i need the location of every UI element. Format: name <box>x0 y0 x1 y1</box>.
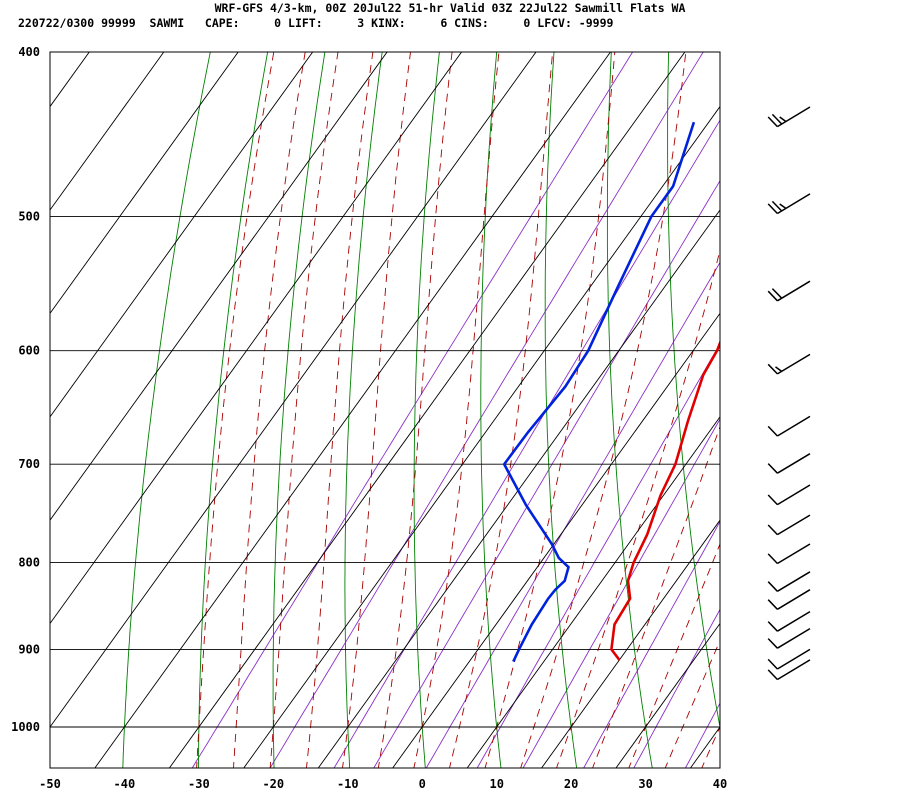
isotherm-line <box>50 52 90 108</box>
isotherm-line <box>50 52 165 211</box>
dry-adiabat-line <box>839 14 900 770</box>
isotherm-line <box>50 52 537 728</box>
temperature-tick-label: 40 <box>713 777 727 791</box>
moist-adiabat-line <box>196 52 275 768</box>
isotherm-line <box>689 726 720 768</box>
background-grid <box>0 14 900 770</box>
wind-barb <box>767 514 811 536</box>
temperature-tick-label: -20 <box>262 777 284 791</box>
dry-adiabat-line <box>606 52 653 768</box>
axes: 400 500 600 700 800 900 1000 -50 -40 -30 -20 -10 0 10… <box>11 45 727 791</box>
dry-adiabat-line <box>544 52 578 768</box>
moist-adiabat-line <box>449 52 554 768</box>
wind-barb <box>767 484 811 506</box>
moist-adiabat-line <box>556 248 720 768</box>
chart-header: WRF-GFS 4/3-km, 00Z 20Jul22 51-hr Valid … <box>0 0 900 36</box>
wind-barb <box>767 543 811 565</box>
temperature-tick-label: 20 <box>564 777 578 791</box>
wind-barb <box>767 610 811 632</box>
isotherm-line <box>392 312 720 768</box>
dry-adiabat-line <box>726 14 804 770</box>
moist-adiabat-line <box>233 52 306 768</box>
mixing-ratio-line <box>522 418 720 768</box>
temperature-profile-line <box>610 339 720 661</box>
isotherm-line <box>50 52 239 315</box>
moist-adiabat-line <box>413 52 500 768</box>
moist-adiabat-line <box>701 725 720 768</box>
mixing-ratio-line <box>684 702 720 768</box>
moist-adiabat-line <box>484 52 616 768</box>
temperature-tick-label: 10 <box>489 777 503 791</box>
mixing-ratio-line <box>633 608 720 768</box>
dewpoint-profile-line <box>502 121 696 663</box>
wind-barb <box>767 571 811 592</box>
temperature-tick-label: -30 <box>188 777 210 791</box>
isotherm-line <box>50 52 388 521</box>
temperature-tick-label: -10 <box>337 777 359 791</box>
dry-adiabat-line <box>895 14 900 770</box>
pressure-tick-label: 700 <box>18 457 40 471</box>
isotherm-line <box>50 52 314 418</box>
isotherm-line <box>615 622 720 768</box>
wind-barb <box>767 648 811 670</box>
moist-adiabat-line <box>269 52 339 768</box>
mixing-ratio-line <box>373 179 720 768</box>
wind-barb <box>767 627 811 649</box>
temperature-tick-label: -50 <box>39 777 61 791</box>
moist-adiabat-line <box>377 52 453 768</box>
pressure-tick-label: 900 <box>18 642 40 656</box>
pressure-tick-label: 500 <box>18 209 40 223</box>
dry-adiabat-line <box>344 52 383 768</box>
pressure-tick-label: 1000 <box>11 720 40 734</box>
mixing-ratio-line <box>333 119 720 768</box>
dry-adiabat-line <box>122 52 211 768</box>
wind-barb <box>767 353 811 375</box>
temperature-tick-label: 0 <box>419 777 426 791</box>
mixing-ratio-line <box>191 52 634 768</box>
chart-title: WRF-GFS 4/3-km, 00Z 20Jul22 51-hr Valid … <box>214 1 686 15</box>
pressure-tick-label: 800 <box>18 556 40 570</box>
moist-adiabat-line <box>628 542 720 768</box>
isotherm-line <box>317 209 720 768</box>
plot-frame <box>49 51 721 769</box>
wind-barbs <box>767 106 811 681</box>
mixing-ratio-line <box>732 14 900 770</box>
wind-barb <box>767 659 811 681</box>
isotherm-line <box>168 52 686 768</box>
mixing-ratio-line <box>476 342 720 768</box>
isotherm-line <box>466 416 720 768</box>
temperature-tick-label: 30 <box>638 777 652 791</box>
pressure-tick-label: 600 <box>18 344 40 358</box>
isotherm-line <box>50 52 463 625</box>
dry-adiabat-line <box>197 52 269 768</box>
isotherm-line <box>541 519 720 768</box>
mixing-ratio-line <box>425 261 720 768</box>
pressure-tick-label: 400 <box>18 45 40 59</box>
mixing-ratio-line <box>583 520 720 768</box>
dry-adiabat-line <box>272 52 326 768</box>
wind-barb <box>767 106 811 128</box>
wind-barb <box>767 453 811 474</box>
sounding-series <box>502 121 720 663</box>
wind-barb <box>767 589 811 610</box>
moist-adiabat-line <box>342 52 411 768</box>
isotherm-line <box>243 105 720 768</box>
wind-barb <box>767 193 811 215</box>
moist-adiabat-line <box>664 639 720 768</box>
moist-adiabat-line <box>306 52 374 768</box>
sounding-stats-line: 220722/0300 99999 SAWMI CAPE: 0 LIFT: 3 … <box>18 16 614 30</box>
dry-adiabat-line <box>480 52 502 768</box>
dry-adiabat-line <box>667 52 720 730</box>
moist-adiabat-line <box>520 52 687 768</box>
isotherm-line <box>94 52 612 768</box>
isotherm-line <box>0 14 42 770</box>
wind-barb <box>767 415 811 437</box>
temperature-tick-label: -40 <box>114 777 136 791</box>
wind-barb <box>767 280 811 302</box>
mixing-ratio-line <box>269 52 704 768</box>
moist-adiabat-line <box>592 425 720 768</box>
